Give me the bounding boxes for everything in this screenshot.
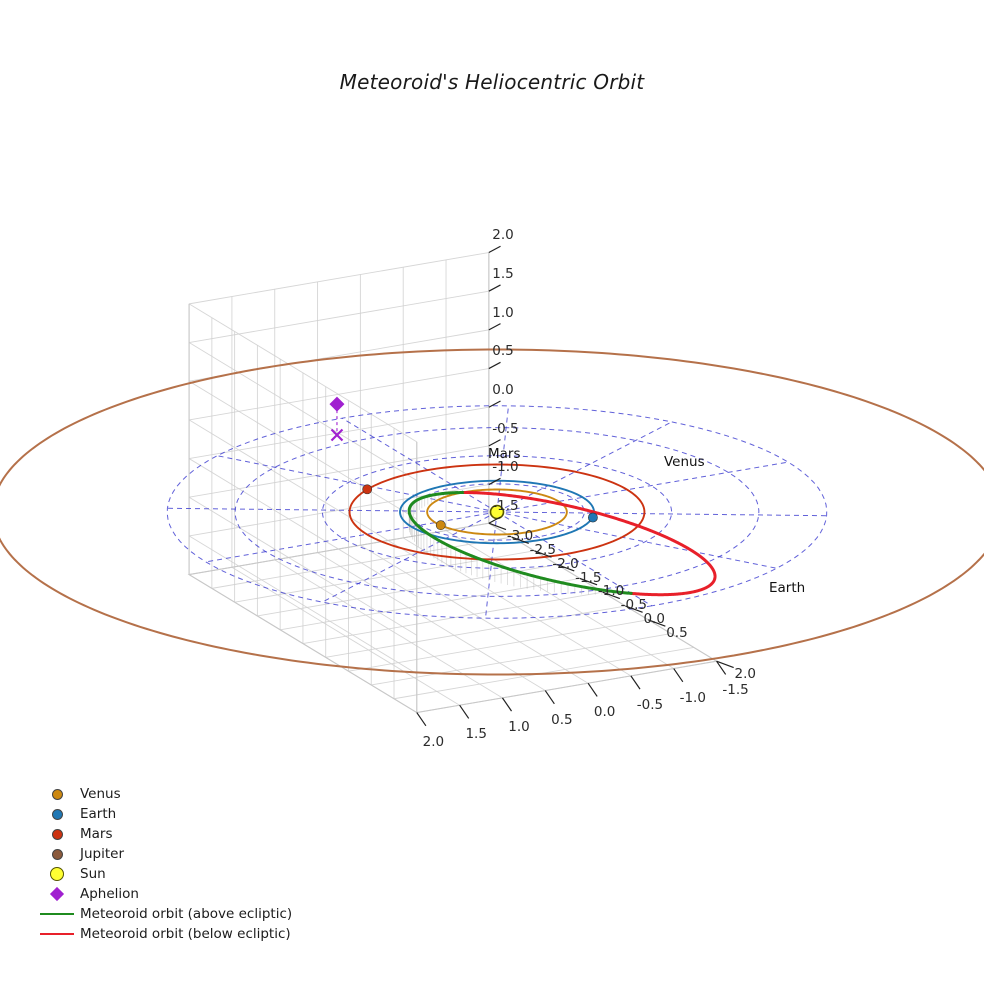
legend-item-label: Aphelion: [80, 886, 139, 902]
jupiter-dot-icon: [34, 844, 80, 864]
legend-item-meteoroid-orbit-above-ecliptic[interactable]: Meteoroid orbit (above ecliptic): [34, 904, 354, 924]
legend-item-label: Earth: [80, 806, 117, 822]
legend-item-label: Jupiter: [80, 846, 125, 862]
earth-label: Earth: [769, 580, 806, 596]
x-tick-neg1p5: -1.5: [575, 569, 602, 586]
x-tick-2p0: 2.0: [734, 666, 756, 683]
legend-item-label: Sun: [80, 866, 106, 882]
y-tick-neg1p0: -1.0: [679, 689, 706, 706]
z-tick-neg1p5: -1.5: [492, 497, 519, 514]
axes-pane-grid: [187, 252, 719, 714]
earth-dot-icon: [34, 804, 80, 824]
y-tick-neg1p5: -1.5: [722, 682, 749, 699]
y-tick-neg0p5: -0.5: [636, 697, 664, 714]
x-tick-0p0: 0.0: [643, 610, 665, 627]
jupiter-orbit-path: [0, 348, 984, 676]
venus-label: Venus: [664, 454, 705, 470]
legend-item-mars[interactable]: Mars: [34, 824, 354, 844]
ecliptic-polar-grid: [166, 405, 828, 619]
x-tick-neg0p5: -0.5: [620, 597, 647, 614]
y-tick-0p0: 0.0: [593, 704, 616, 721]
body-markers: [329, 396, 598, 531]
legend-item-sun[interactable]: Sun: [34, 864, 354, 884]
legend-item-label: Mars: [80, 826, 113, 842]
z-tick-neg0p5: -0.5: [492, 420, 519, 437]
sun-dot-icon: [34, 864, 80, 884]
y-tick-1p0: 1.0: [508, 719, 530, 736]
z-tick-neg1p0: -1.0: [492, 459, 519, 476]
y-tick-0p5: 0.5: [551, 711, 573, 728]
legend-item-label: Meteoroid orbit (above ecliptic): [80, 906, 293, 922]
page-title: Meteoroid's Heliocentric Orbit: [339, 70, 645, 94]
x-tick-neg3p0: -3.0: [506, 528, 534, 545]
aphelion-diamond-icon: [34, 884, 80, 904]
z-tick-0p0: 0.0: [492, 381, 514, 398]
legend-item-label: Meteoroid orbit (below ecliptic): [80, 926, 291, 942]
green-line-icon: [34, 904, 80, 924]
legend-item-meteoroid-orbit-below-ecliptic[interactable]: Meteoroid orbit (below ecliptic): [34, 924, 354, 944]
legend-item-jupiter[interactable]: Jupiter: [34, 844, 354, 864]
x-tick-neg2p0: -2.0: [552, 555, 579, 572]
venus-dot-icon: [34, 784, 80, 804]
legend: Venus Earth Mars Jupiter Sun Aphelion Meteoroi…: [34, 784, 354, 944]
mars-label: Mars: [488, 446, 521, 462]
legend-item-venus[interactable]: Venus: [34, 784, 354, 804]
x-tick-0p5: 0.5: [666, 624, 688, 641]
z-tick-0p5: 0.5: [492, 343, 514, 360]
meteoroid-orbit-path: [407, 491, 717, 597]
legend-item-label: Venus: [80, 786, 121, 802]
y-tick-2p0: 2.0: [422, 733, 445, 750]
y-tick-1p5: 1.5: [465, 726, 487, 743]
x-tick-neg1p0: -1.0: [597, 583, 625, 600]
z-tick-1p0: 1.0: [492, 304, 514, 321]
x-tick-neg2p5: -2.5: [529, 541, 556, 558]
legend-item-earth[interactable]: Earth: [34, 804, 354, 824]
mars-dot-icon: [34, 824, 80, 844]
z-tick-2p0: 2.0: [492, 227, 514, 244]
red-line-icon: [34, 924, 80, 944]
z-tick-1p5: 1.5: [492, 265, 514, 282]
legend-item-aphelion[interactable]: Aphelion: [34, 884, 354, 904]
axis-tick-marks: [416, 245, 734, 727]
